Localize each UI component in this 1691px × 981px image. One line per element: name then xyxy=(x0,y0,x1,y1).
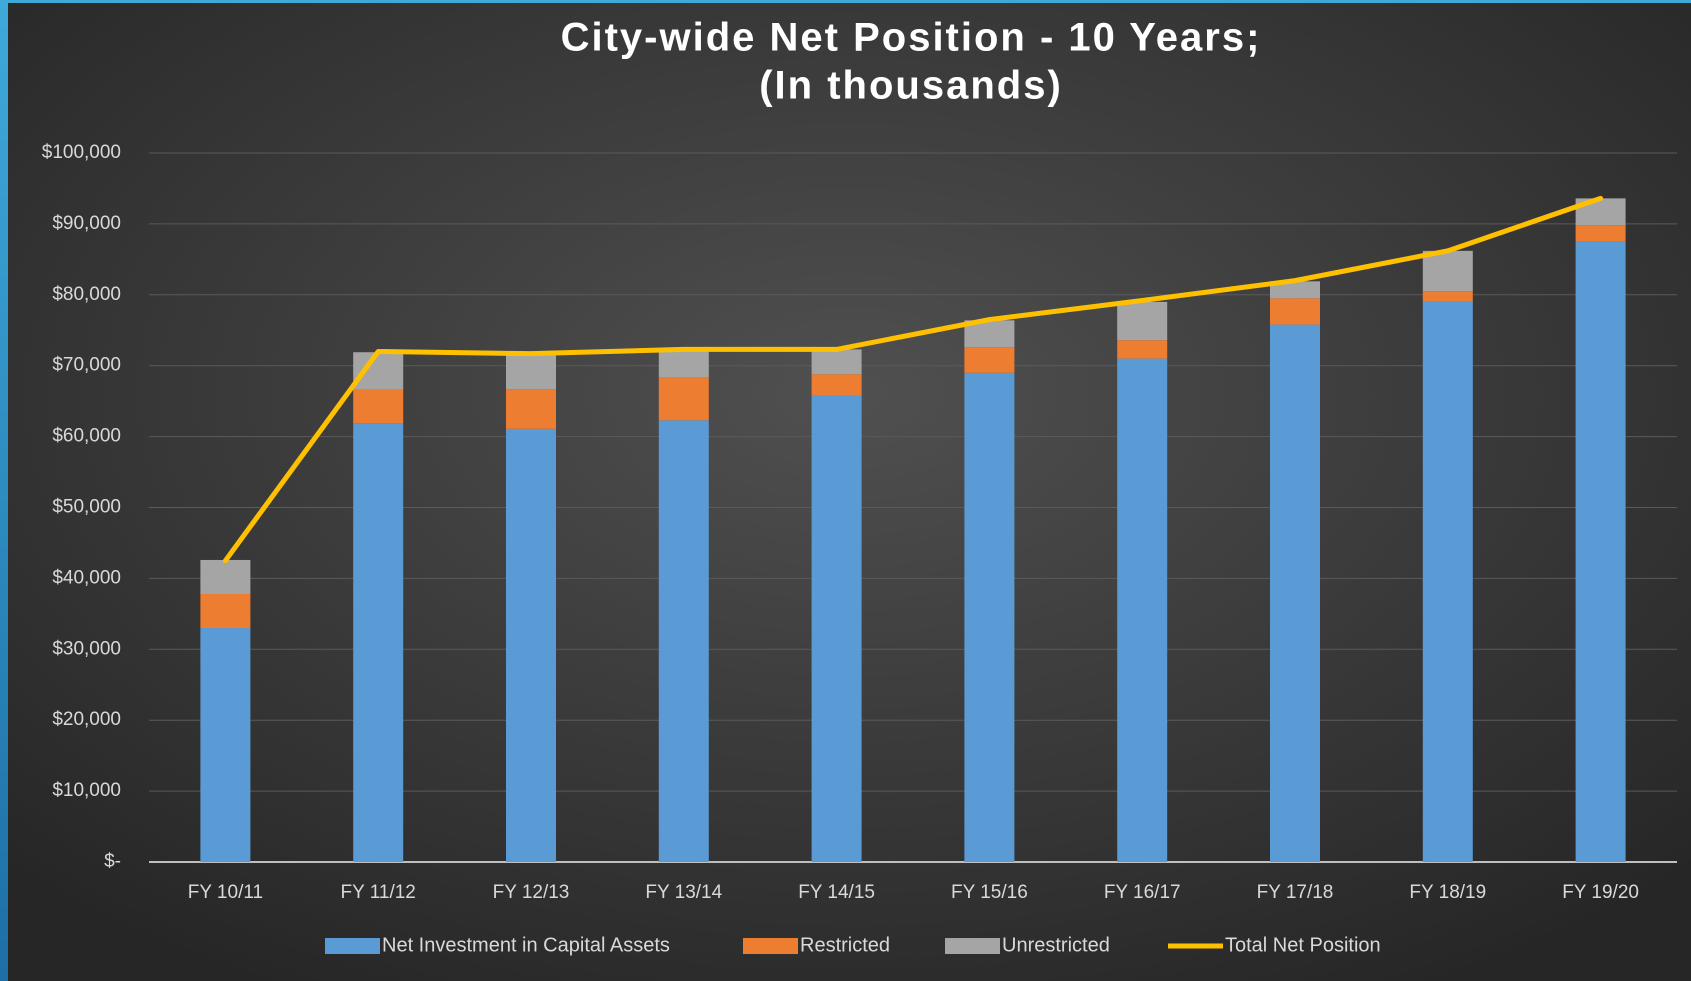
bar-segment xyxy=(811,349,862,375)
bar-segment xyxy=(506,428,556,862)
bar-segment xyxy=(658,349,709,378)
bar-segment xyxy=(1422,301,1473,862)
bar-segment xyxy=(353,389,404,424)
legend-label: Restricted xyxy=(800,934,890,956)
x-tick-label: FY 13/14 xyxy=(645,882,722,903)
y-tick-label: $10,000 xyxy=(52,780,121,801)
x-tick-label: FY 19/20 xyxy=(1562,882,1639,903)
x-tick-label: FY 18/19 xyxy=(1409,882,1486,903)
legend-label: Unrestricted xyxy=(1002,934,1110,956)
x-tick-label: FY 12/13 xyxy=(493,882,570,903)
y-tick-label: $50,000 xyxy=(52,497,121,518)
lines xyxy=(222,195,1604,564)
x-tick-label: FY 10/11 xyxy=(188,882,263,903)
bar-segment xyxy=(1117,340,1168,359)
chart-title: City-wide Net Position - 10 Years; xyxy=(561,16,1262,60)
x-tick-label: FY 14/15 xyxy=(798,882,875,903)
y-tick-label: $80,000 xyxy=(52,284,121,305)
y-tick-label: $70,000 xyxy=(52,355,121,376)
bar-segment xyxy=(506,389,556,429)
bar-segment xyxy=(353,352,404,390)
x-tick-label: FY 17/18 xyxy=(1257,882,1334,903)
grid xyxy=(149,152,1677,863)
y-tick-label: $20,000 xyxy=(52,709,121,730)
legend-swatch xyxy=(325,938,380,954)
y-tick-label: $30,000 xyxy=(52,638,121,659)
chart-title: (In thousands) xyxy=(759,64,1063,108)
bar-segment xyxy=(1117,358,1168,862)
bar-segment xyxy=(1270,281,1320,299)
bar-segment xyxy=(1422,291,1473,302)
bar-segment xyxy=(1575,241,1626,862)
y-tick-label: $90,000 xyxy=(52,213,121,234)
bar-segment xyxy=(1575,225,1626,242)
bar-segment xyxy=(1117,301,1168,341)
bar-segment xyxy=(1422,250,1473,292)
labels: $- $10,000 $20,000 $30,000 $40,000 $50,000 $60… xyxy=(42,142,1639,956)
bar-segment xyxy=(1270,298,1320,325)
bars xyxy=(200,198,1626,862)
bar-segment xyxy=(658,377,709,421)
y-tick-label: $- xyxy=(104,851,121,872)
bar-segment xyxy=(811,374,862,396)
x-tick-label: FY 11/12 xyxy=(341,882,416,903)
x-tick-label: FY 16/17 xyxy=(1104,882,1181,903)
bar-segment xyxy=(811,395,862,862)
total-line xyxy=(222,195,1604,564)
bar-segment xyxy=(658,420,709,862)
legend-swatch xyxy=(743,938,798,954)
legend-swatch xyxy=(945,938,1000,954)
bar-segment xyxy=(964,372,1015,862)
legend-label: Net Investment in Capital Assets xyxy=(382,934,670,956)
y-tick-label: $40,000 xyxy=(52,567,121,588)
x-tick-label: FY 15/16 xyxy=(951,882,1028,903)
y-tick-label: $60,000 xyxy=(52,426,121,447)
bar-segment xyxy=(353,423,404,862)
y-tick-label: $100,000 xyxy=(42,142,121,163)
legend-label: Total Net Position xyxy=(1225,934,1381,956)
bar-segment xyxy=(200,593,251,629)
bar-segment xyxy=(200,559,251,594)
bar-segment xyxy=(200,628,251,862)
bar-segment xyxy=(506,354,556,390)
bar-segment xyxy=(1270,324,1320,862)
bar-segment xyxy=(964,347,1015,373)
